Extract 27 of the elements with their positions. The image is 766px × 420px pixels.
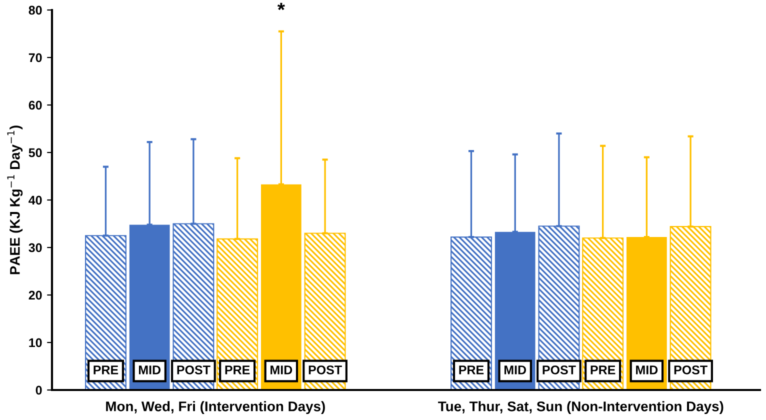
y-axis-title: PAEE (KJ Kg$^{−1}$ Day$^{−1}$) — [7, 126, 23, 274]
annotation: * — [277, 2, 285, 10]
series-label: PRE — [94, 366, 118, 374]
text: MID — [636, 366, 658, 374]
y-tick-label: 50 — [28, 148, 42, 158]
y-tick-label: 10 — [29, 338, 42, 348]
series-label: POST — [542, 366, 576, 374]
y-tick-label: 40 — [28, 196, 42, 205]
text: PRE — [590, 366, 616, 374]
bar — [261, 184, 302, 390]
x-tick-label: Tue, Thur, Sat, Sun (Non-Intervention Days) — [438, 401, 724, 414]
y-tick-label: 30 — [28, 243, 42, 252]
y-tick-label: 60 — [28, 100, 42, 110]
series-label: MID — [138, 366, 161, 374]
text: POST — [674, 366, 708, 374]
bar — [129, 224, 170, 390]
y-tick-label: 0 — [36, 386, 42, 395]
x-tick-label: Mon, Wed, Fri (Intervention Days) — [106, 401, 325, 414]
series-label: PRE — [225, 366, 250, 374]
y-tick-label: 80 — [28, 6, 42, 15]
series-label: MID — [270, 366, 292, 374]
text: POST — [177, 366, 210, 374]
text: PRE — [459, 366, 484, 374]
text: MID — [504, 366, 526, 374]
y-tick-label: 20 — [28, 290, 42, 300]
y-tick-label: 70 — [28, 53, 42, 62]
series-label: POST — [308, 366, 342, 374]
